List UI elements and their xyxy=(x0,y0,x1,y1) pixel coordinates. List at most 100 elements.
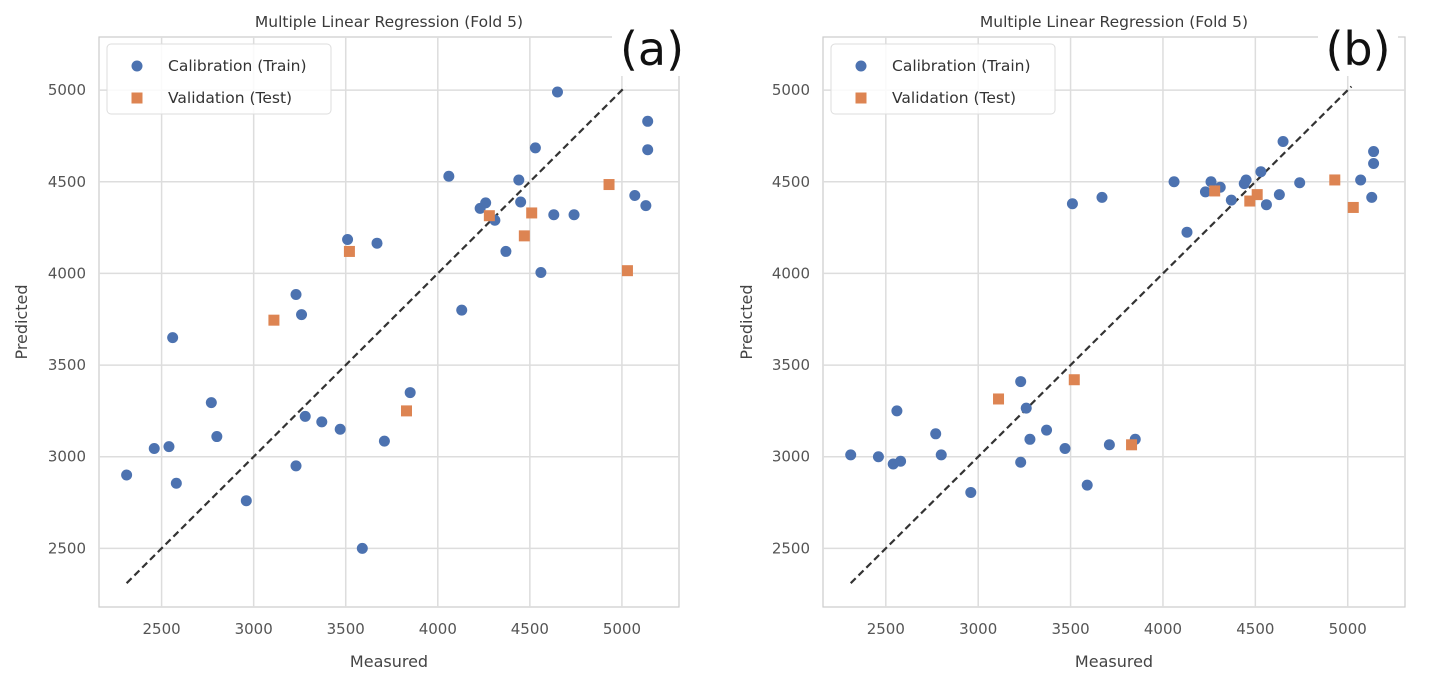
panel-label: (a) xyxy=(620,22,684,76)
legend-train-marker xyxy=(131,60,143,72)
validation-point xyxy=(621,265,633,277)
validation-point xyxy=(1209,185,1221,197)
validation-point xyxy=(1068,374,1080,386)
calibration-point xyxy=(1015,456,1027,468)
legend-test-marker xyxy=(855,92,867,104)
y-tick-label: 4500 xyxy=(48,173,86,191)
legend-box xyxy=(106,43,332,115)
x-tick-label: 3000 xyxy=(959,620,997,638)
panel-a: Multiple Linear Regression (Fold 5) 2500… xyxy=(12,13,692,671)
calibration-point xyxy=(629,190,641,202)
calibration-point xyxy=(500,245,512,257)
calibration-point xyxy=(1366,191,1378,203)
calibration-point xyxy=(872,451,884,463)
gridlines xyxy=(823,37,1405,607)
validation-point xyxy=(400,405,412,417)
validation-point xyxy=(1244,195,1256,207)
calibration-point xyxy=(480,197,492,209)
calibration-point xyxy=(515,196,527,208)
y-tick-labels: 2500 3000 3500 4000 4500 5000 xyxy=(772,81,810,557)
x-tick-label: 5000 xyxy=(1329,620,1367,638)
validation-point xyxy=(483,210,495,222)
calibration-point xyxy=(290,460,302,472)
calibration-point xyxy=(1020,402,1032,414)
x-tick-label: 3500 xyxy=(327,620,365,638)
calibration-point xyxy=(535,267,547,279)
x-tick-label: 2500 xyxy=(867,620,905,638)
calibration-point xyxy=(642,115,654,127)
y-tick-label: 3000 xyxy=(772,448,810,466)
calibration-point xyxy=(1168,176,1180,188)
x-axis-label: Measured xyxy=(350,652,428,671)
identity-line xyxy=(125,85,627,584)
x-tick-label: 4500 xyxy=(511,620,549,638)
chart-title: Multiple Linear Regression (Fold 5) xyxy=(980,13,1248,31)
calibration-point xyxy=(891,405,903,417)
panel-label-backdrop xyxy=(612,14,692,76)
calibration-point xyxy=(205,397,217,409)
calibration-point xyxy=(1103,439,1115,451)
y-axis-label: Predicted xyxy=(737,284,756,359)
calibration-point xyxy=(1294,177,1306,189)
y-tick-label: 5000 xyxy=(48,81,86,99)
legend-test-label: Validation (Test) xyxy=(892,89,1016,107)
calibration-point xyxy=(1041,424,1053,436)
legend: Calibration (Train) Validation (Test) xyxy=(830,43,1056,115)
calibration-point xyxy=(342,234,354,246)
validation-point xyxy=(526,207,538,219)
calibration-point xyxy=(148,442,160,454)
calibration-point xyxy=(371,237,383,249)
calibration-point xyxy=(1199,186,1211,198)
calibration-point xyxy=(1024,433,1036,445)
y-tick-label: 5000 xyxy=(772,81,810,99)
validation-point xyxy=(343,245,355,257)
panel-label: (b) xyxy=(1325,22,1390,76)
plot-frame xyxy=(98,36,680,608)
x-tick-labels: 2500 3000 3500 4000 4500 5000 xyxy=(867,620,1367,638)
calibration-point xyxy=(378,435,390,447)
legend-train-label: Calibration (Train) xyxy=(168,57,307,75)
calibration-point xyxy=(930,428,942,440)
calibration-point xyxy=(895,455,907,467)
panel-label-backdrop xyxy=(1318,14,1398,76)
x-tick-label: 4500 xyxy=(1236,620,1274,638)
calibration-point xyxy=(1355,174,1367,186)
reference-line-layer xyxy=(849,85,1353,584)
calibration-point xyxy=(1015,376,1027,388)
y-tick-labels: 2500 3000 3500 4000 4500 5000 xyxy=(48,81,86,557)
legend-train-label: Calibration (Train) xyxy=(892,57,1031,75)
validation-point xyxy=(1347,201,1359,213)
validation-point xyxy=(268,314,280,326)
calibration-point xyxy=(1240,174,1252,186)
x-tick-label: 2500 xyxy=(143,620,181,638)
y-tick-label: 4000 xyxy=(772,264,810,282)
calibration-point xyxy=(1273,189,1285,201)
calibration-point xyxy=(443,170,455,182)
calibration-point xyxy=(167,332,179,344)
calibration-point xyxy=(551,86,563,98)
y-axis-label: Predicted xyxy=(12,284,31,359)
calibration-point xyxy=(1260,199,1272,211)
identity-line xyxy=(849,85,1353,584)
points-layer xyxy=(121,86,654,554)
y-tick-label: 4000 xyxy=(48,264,86,282)
calibration-point xyxy=(1181,226,1193,238)
calibration-point xyxy=(1066,198,1078,210)
calibration-point xyxy=(513,174,525,186)
y-tick-label: 3500 xyxy=(772,356,810,374)
validation-point xyxy=(603,179,615,191)
validation-point xyxy=(1126,439,1138,451)
calibration-point xyxy=(121,469,133,481)
x-tick-label: 4000 xyxy=(1144,620,1182,638)
calibration-point xyxy=(935,449,947,461)
calibration-point xyxy=(965,486,977,498)
points-layer xyxy=(845,135,1380,498)
x-tick-label: 4000 xyxy=(419,620,457,638)
plot-frame xyxy=(822,36,1406,608)
validation-point xyxy=(1329,174,1341,186)
validation-point xyxy=(1251,189,1263,201)
calibration-point xyxy=(529,142,541,154)
calibration-point xyxy=(290,289,302,301)
calibration-point xyxy=(211,431,223,443)
